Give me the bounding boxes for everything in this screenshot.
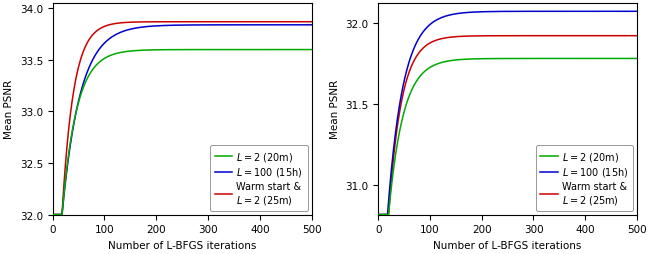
Y-axis label: Mean PSNR: Mean PSNR bbox=[329, 80, 340, 139]
$L = 100$ (15h) bbox=[493, 11, 501, 14]
$L = 2$ (20m) bbox=[500, 58, 508, 61]
Warm start &
$L = 2$ (25m) bbox=[374, 213, 382, 216]
Warm start &
$L = 2$ (25m) bbox=[626, 35, 633, 38]
$L = 2$ (20m) bbox=[626, 58, 633, 61]
X-axis label: Number of L-BFGS iterations: Number of L-BFGS iterations bbox=[434, 240, 582, 250]
Warm start &
$L = 2$ (25m) bbox=[308, 21, 316, 24]
$L = 100$ (15h) bbox=[626, 11, 633, 14]
Warm start &
$L = 2$ (25m) bbox=[493, 35, 501, 38]
X-axis label: Number of L-BFGS iterations: Number of L-BFGS iterations bbox=[108, 240, 256, 250]
$L = 100$ (15h) bbox=[300, 24, 308, 27]
Warm start &
$L = 2$ (25m) bbox=[253, 21, 260, 24]
Legend: $L = 2$ (20m), $L = 100$ (15h), Warm start &
$L = 2$ (25m): $L = 2$ (20m), $L = 100$ (15h), Warm sta… bbox=[210, 146, 308, 211]
$L = 2$ (20m) bbox=[300, 49, 308, 52]
Warm start &
$L = 2$ (25m) bbox=[62, 158, 70, 161]
$L = 2$ (20m) bbox=[308, 49, 316, 52]
$L = 100$ (15h) bbox=[387, 168, 395, 171]
Line: Warm start &
$L = 2$ (25m): Warm start & $L = 2$ (25m) bbox=[378, 37, 637, 215]
$L = 2$ (20m) bbox=[374, 213, 382, 216]
$L = 2$ (20m) bbox=[578, 58, 586, 61]
$L = 2$ (20m) bbox=[633, 58, 641, 61]
Warm start &
$L = 2$ (25m) bbox=[578, 35, 586, 38]
$L = 100$ (15h) bbox=[578, 11, 586, 14]
Legend: $L = 2$ (20m), $L = 100$ (15h), Warm start &
$L = 2$ (25m): $L = 2$ (20m), $L = 100$ (15h), Warm sta… bbox=[536, 146, 633, 211]
Warm start &
$L = 2$ (25m) bbox=[49, 213, 57, 216]
$L = 2$ (20m) bbox=[626, 58, 633, 61]
$L = 2$ (20m) bbox=[168, 49, 176, 52]
$L = 2$ (20m) bbox=[253, 49, 260, 52]
Warm start &
$L = 2$ (25m) bbox=[500, 35, 508, 38]
Warm start &
$L = 2$ (25m) bbox=[174, 21, 182, 24]
$L = 100$ (15h) bbox=[49, 213, 57, 216]
$L = 100$ (15h) bbox=[168, 25, 176, 28]
$L = 2$ (20m) bbox=[62, 174, 70, 178]
Line: $L = 100$ (15h): $L = 100$ (15h) bbox=[378, 12, 637, 215]
Warm start &
$L = 2$ (25m) bbox=[626, 35, 633, 38]
$L = 100$ (15h) bbox=[308, 24, 316, 27]
$L = 100$ (15h) bbox=[174, 24, 182, 27]
Warm start &
$L = 2$ (25m) bbox=[633, 35, 641, 38]
Line: $L = 2$ (20m): $L = 2$ (20m) bbox=[53, 50, 312, 215]
$L = 100$ (15h) bbox=[633, 11, 641, 14]
$L = 100$ (15h) bbox=[253, 24, 260, 27]
Line: $L = 2$ (20m): $L = 2$ (20m) bbox=[378, 59, 637, 215]
$L = 100$ (15h) bbox=[300, 24, 308, 27]
$L = 2$ (20m) bbox=[174, 49, 182, 52]
Line: $L = 100$ (15h): $L = 100$ (15h) bbox=[53, 26, 312, 215]
$L = 100$ (15h) bbox=[626, 11, 633, 14]
$L = 100$ (15h) bbox=[500, 11, 508, 14]
Warm start &
$L = 2$ (25m) bbox=[300, 21, 308, 24]
$L = 2$ (20m) bbox=[387, 185, 395, 188]
Warm start &
$L = 2$ (25m) bbox=[300, 21, 308, 24]
$L = 100$ (15h) bbox=[62, 177, 70, 180]
Warm start &
$L = 2$ (25m) bbox=[168, 21, 176, 24]
Line: Warm start &
$L = 2$ (25m): Warm start & $L = 2$ (25m) bbox=[53, 23, 312, 215]
$L = 2$ (20m) bbox=[49, 213, 57, 216]
Warm start &
$L = 2$ (25m) bbox=[387, 178, 395, 181]
$L = 2$ (20m) bbox=[300, 49, 308, 52]
Y-axis label: Mean PSNR: Mean PSNR bbox=[4, 80, 14, 139]
$L = 100$ (15h) bbox=[374, 213, 382, 216]
$L = 2$ (20m) bbox=[493, 58, 501, 61]
